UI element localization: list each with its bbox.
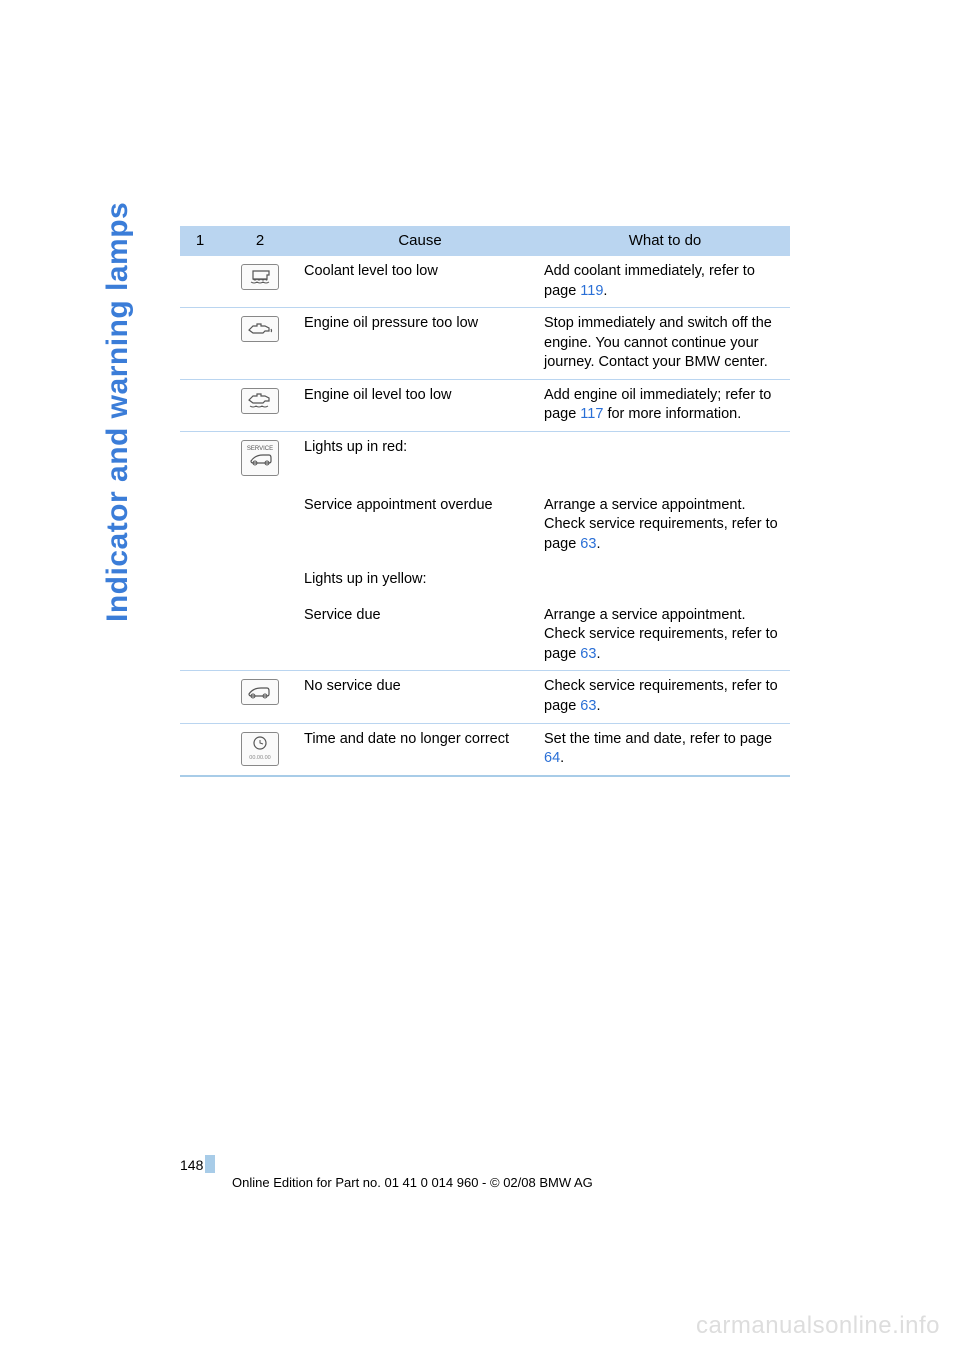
action-cell: Set the time and date, refer to page 64. <box>540 723 790 776</box>
page-link[interactable]: 64 <box>544 750 560 766</box>
header-col-1: 1 <box>180 226 220 256</box>
page-marker <box>205 1155 215 1173</box>
action-cell: Arrange a service appointment. Check ser… <box>540 596 790 671</box>
service-icon: SERVICE <box>241 440 279 476</box>
table-row: No service due Check service requirement… <box>180 671 790 723</box>
cause-cell: Engine oil level too low <box>300 379 540 431</box>
table-header-row: 1 2 Cause What to do <box>180 226 790 256</box>
table-row: Engine oil level too low Add engine oil … <box>180 379 790 431</box>
table-row: Lights up in yellow: <box>180 560 790 596</box>
action-cell: Arrange a service appointment. Check ser… <box>540 486 790 561</box>
table-row: SERVICE Lights up in red: <box>180 431 790 485</box>
table-row: Service appointment overdue Arrange a se… <box>180 486 790 561</box>
cause-cell: Engine oil pressure too low <box>300 308 540 380</box>
coolant-icon <box>241 264 279 290</box>
icon-cell: 00.00.00 <box>220 723 300 776</box>
header-action: What to do <box>540 226 790 256</box>
table-row: Coolant level too low Add coolant immedi… <box>180 256 790 308</box>
icon-cell <box>220 256 300 308</box>
table-row: Engine oil pressure too low Stop immedia… <box>180 308 790 380</box>
cause-cell: Lights up in yellow: <box>300 560 540 596</box>
page-link[interactable]: 63 <box>580 536 596 552</box>
action-cell: Add engine oil immediately; refer to pag… <box>540 379 790 431</box>
page-link[interactable]: 119 <box>580 283 603 299</box>
svg-text:SERVICE: SERVICE <box>247 446 273 452</box>
cause-cell: No service due <box>300 671 540 723</box>
page-number-block: 148 <box>180 1155 215 1173</box>
icon-cell: SERVICE <box>220 431 300 485</box>
clock-icon: 00.00.00 <box>241 732 279 766</box>
header-cause: Cause <box>300 226 540 256</box>
cause-cell: Coolant level too low <box>300 256 540 308</box>
footer-text: Online Edition for Part no. 01 41 0 014 … <box>232 1175 593 1190</box>
watermark: carmanualsonline.info <box>696 1312 940 1340</box>
action-cell: Add coolant immediately, refer to page 1… <box>540 256 790 308</box>
content-area: 1 2 Cause What to do Coolant lev <box>180 226 790 777</box>
action-cell: Stop immediately and switch off the engi… <box>540 308 790 380</box>
table-row: Service due Arrange a service appointmen… <box>180 596 790 671</box>
car-icon <box>241 679 279 705</box>
svg-text:00.00.00: 00.00.00 <box>249 755 270 761</box>
oil-level-icon <box>241 388 279 414</box>
icon-cell <box>220 308 300 380</box>
icon-cell <box>220 379 300 431</box>
warning-lamps-table: 1 2 Cause What to do Coolant lev <box>180 226 790 777</box>
cause-cell: Service appointment overdue <box>300 486 540 561</box>
cause-cell: Time and date no longer correct <box>300 723 540 776</box>
cause-cell: Lights up in red: <box>300 431 540 485</box>
header-col-2: 2 <box>220 226 300 256</box>
action-cell: Check service requirements, refer to pag… <box>540 671 790 723</box>
page-link[interactable]: 117 <box>580 406 603 422</box>
icon-cell <box>220 671 300 723</box>
side-title: Indicator and warning lamps <box>101 202 135 622</box>
table-row: 00.00.00 Time and date no longer correct… <box>180 723 790 776</box>
page-link[interactable]: 63 <box>580 698 596 714</box>
page-number: 148 <box>180 1157 203 1173</box>
page-link[interactable]: 63 <box>580 646 596 662</box>
cause-cell: Service due <box>300 596 540 671</box>
oil-pressure-icon <box>241 316 279 342</box>
